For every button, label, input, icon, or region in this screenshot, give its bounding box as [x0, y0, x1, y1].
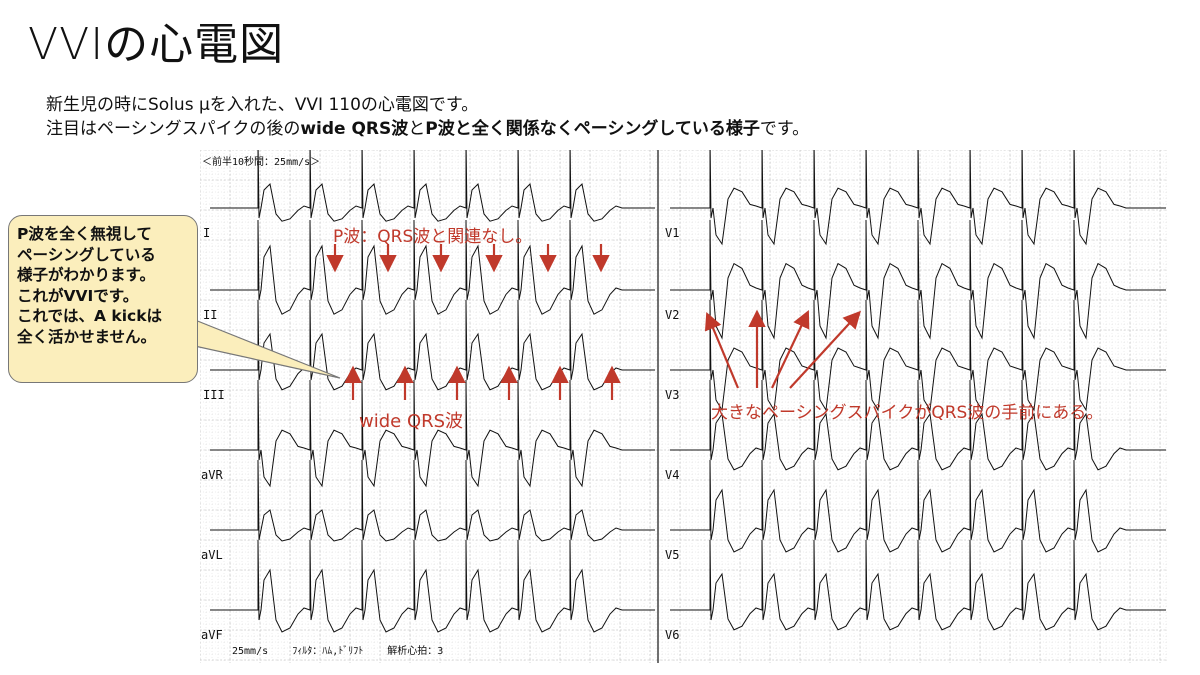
- ecg-trace: [210, 539, 655, 633]
- lead-label-v1: V1: [665, 226, 680, 240]
- lead-label-v6: V6: [665, 628, 680, 642]
- lead-label-v4: V4: [665, 468, 680, 482]
- subtitle-part: と: [408, 119, 426, 139]
- subtitle-part: 注目はペーシングスパイクの後の: [46, 119, 301, 139]
- callout-line: 全く活かせません。: [17, 327, 157, 346]
- lead-label-v5: V5: [665, 548, 680, 562]
- callout-line: これがVVIです。: [17, 286, 139, 305]
- ecg-trace: [210, 219, 655, 315]
- ecg-trace: [210, 299, 655, 391]
- ecg-trace: [210, 459, 655, 542]
- spike-annotation: 大きなペーシングスパイクがQRS波の手前にある。: [711, 403, 1104, 423]
- ecg-strip: ＜前半10秒間：25mm/s＞ I II III aVR aVL aVF V1 …: [200, 150, 1168, 663]
- wide-qrs-annotation: wide QRS波: [359, 411, 464, 432]
- lead-label-v2: V2: [665, 308, 680, 322]
- lead-label-v3: V3: [665, 388, 680, 402]
- lead-label-avl: aVL: [201, 548, 223, 562]
- subtitle-part-bold: wide QRS波: [300, 119, 409, 139]
- slide-title: VVIの心電図: [28, 19, 285, 70]
- ecg-trace: [670, 150, 1166, 246]
- lead-label-avr: aVR: [201, 468, 223, 482]
- subtitle-line-2: 注目はペーシングスパイクの後のwide QRS波とP波と全く関係なくペーシングし…: [46, 114, 809, 139]
- subtitle-part-bold: P波と全く関係なくペーシングしている様子: [425, 119, 760, 139]
- ecg-trace: [670, 219, 1166, 340]
- callout-box: P波を全く無視して ペーシングしている 様子がわかります。 これがVVIです。 …: [8, 215, 198, 383]
- ecg-trace: [670, 299, 1166, 412]
- callout-line: これでは、A kickは: [17, 307, 163, 325]
- ecg-trace: [670, 539, 1166, 631]
- subtitle-part: です。: [759, 119, 810, 139]
- lead-label-i: I: [203, 226, 211, 240]
- ecg-trace: [210, 379, 655, 488]
- callout-line: 様子がわかります。: [17, 266, 155, 284]
- ecg-trace: [670, 459, 1166, 553]
- callout-line: ペーシングしている: [17, 245, 156, 264]
- ecg-trace: [670, 379, 1166, 471]
- p-wave-annotation: P波：QRS波と関連なし。: [333, 227, 533, 247]
- subtitle-line-1: 新生児の時にSolus μを入れた、VVI 110の心電図です。: [46, 95, 479, 115]
- callout-line: P波を全く無視して: [17, 225, 152, 243]
- ecg-trace: [210, 150, 655, 222]
- lead-label-iii: III: [203, 388, 225, 402]
- lead-label-avf: aVF: [201, 628, 223, 642]
- ecg-footer: 25mm/s ﾌｨﾙﾀ：ﾊﾑ,ﾄﾞﾘﾌﾄ 解析心拍：3: [232, 646, 444, 657]
- ecg-header: ＜前半10秒間：25mm/s＞: [202, 157, 321, 168]
- ecg-grid-and-traces: [200, 150, 1168, 663]
- lead-label-ii: II: [203, 308, 218, 322]
